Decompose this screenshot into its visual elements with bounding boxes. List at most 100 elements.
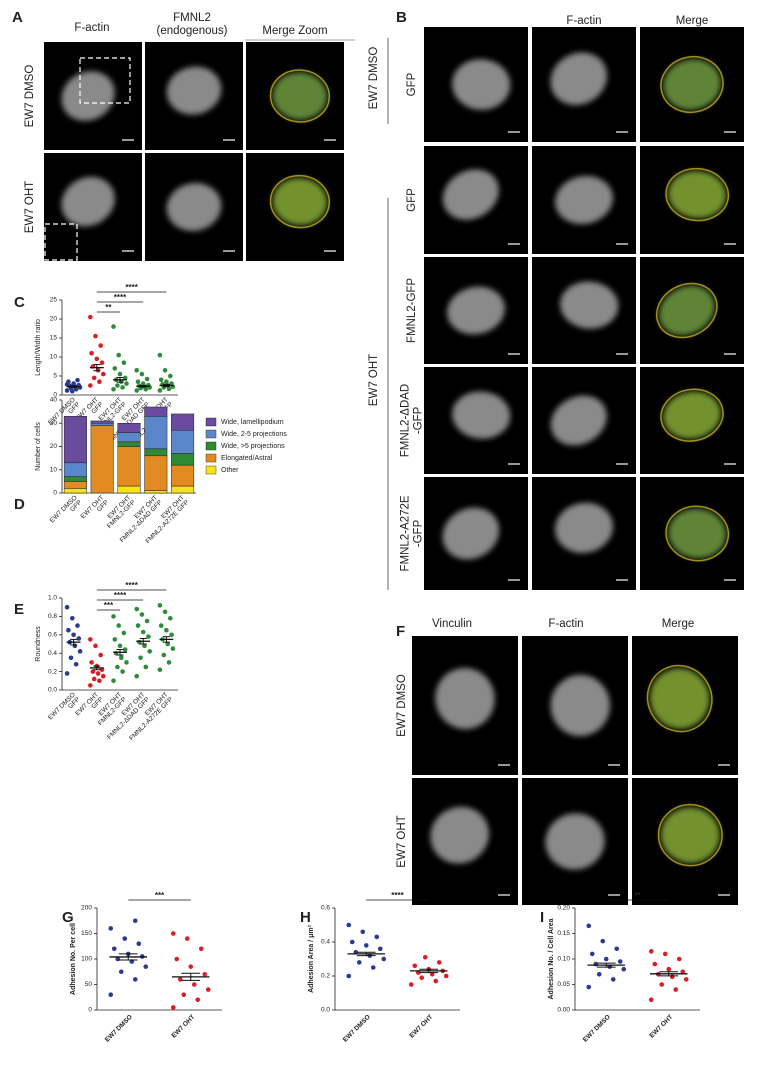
zoom-box — [44, 223, 78, 261]
bar-segment — [171, 485, 195, 494]
data-point — [443, 973, 449, 979]
data-point — [136, 941, 142, 946]
panel-letter: A — [12, 9, 23, 26]
row-label: -GFP — [413, 519, 425, 547]
bar-segment — [117, 485, 141, 494]
data-point — [143, 664, 149, 670]
data-point — [98, 652, 103, 658]
y-tick-label: 0.6 — [48, 632, 57, 639]
row-label: FMNL2-GFP — [406, 278, 418, 344]
data-point — [436, 960, 442, 965]
data-point — [166, 660, 172, 665]
data-point — [614, 946, 620, 952]
row-label: EW7 DMSO — [396, 674, 408, 737]
bar-segment — [144, 490, 168, 494]
significance-label: ** — [634, 891, 641, 900]
data-point — [76, 636, 82, 641]
y-tick-label: 0.4 — [48, 650, 57, 657]
data-point — [71, 381, 76, 386]
cell-shape — [550, 52, 608, 105]
y-tick-label: 0 — [88, 1007, 92, 1014]
legend-swatch — [205, 465, 217, 475]
data-point — [683, 977, 689, 982]
data-point — [360, 929, 366, 935]
data-point — [91, 676, 97, 682]
data-point — [158, 377, 164, 383]
y-axis-label: Adhesion No. Per cell — [70, 923, 77, 995]
significance-label: **** — [114, 591, 127, 600]
column-header: Merge — [676, 15, 709, 27]
row-label: GFP — [406, 72, 418, 96]
data-point — [184, 936, 190, 941]
data-point — [108, 992, 114, 997]
x-tick-label: EW7 DMSO — [582, 1014, 612, 1044]
panel-letter: G — [62, 909, 74, 926]
bar-segment — [63, 416, 87, 464]
data-point — [122, 936, 128, 941]
data-point — [169, 381, 174, 386]
cell-shape — [442, 507, 500, 560]
x-tick-label: EW7 OHT — [170, 1014, 196, 1040]
data-point — [89, 350, 94, 356]
y-tick-label: 0.8 — [48, 613, 57, 620]
data-point — [70, 388, 75, 394]
x-tick-label: EW7 DMSO — [104, 1014, 134, 1044]
cell-shape — [555, 502, 613, 553]
data-point — [157, 603, 163, 608]
y-axis-label: Adhesion Area / μm² — [308, 924, 315, 992]
data-point — [111, 324, 116, 329]
y-axis-label: Roundness — [35, 626, 42, 662]
y-tick-label: 0.2 — [321, 973, 330, 980]
cell-shape — [166, 66, 222, 115]
data-point — [429, 972, 435, 977]
data-point — [377, 946, 383, 952]
bar-segment — [144, 406, 168, 417]
data-point — [205, 987, 211, 992]
bar-segment — [117, 441, 141, 447]
panel-letter: I — [540, 909, 544, 926]
cell-edge — [660, 55, 724, 114]
cell-edge — [657, 803, 723, 867]
data-point — [164, 379, 169, 385]
bar-segment — [63, 476, 87, 482]
data-point — [64, 388, 70, 393]
cell-shape — [668, 170, 727, 219]
data-point — [118, 969, 124, 975]
data-point — [75, 377, 80, 383]
column-header: Merge — [662, 618, 695, 630]
data-point — [165, 641, 170, 647]
data-point — [94, 356, 100, 362]
bar-segment — [144, 448, 168, 457]
row-label: GFP — [406, 188, 418, 212]
legend-swatch — [205, 453, 217, 463]
data-point — [88, 683, 93, 688]
legend-swatch — [205, 429, 217, 439]
y-tick-label: 200 — [81, 905, 92, 912]
significance-label: **** — [114, 293, 127, 302]
data-point — [202, 972, 208, 977]
bar-segment — [117, 432, 141, 443]
data-point — [143, 964, 149, 969]
y-tick-label: 15 — [50, 335, 58, 342]
data-point — [134, 388, 140, 393]
legend-swatch — [205, 417, 217, 427]
data-point — [198, 946, 204, 952]
y-axis-label: Number of cells — [35, 422, 42, 471]
data-point — [181, 992, 187, 997]
data-point — [88, 637, 93, 642]
data-point — [121, 360, 127, 366]
data-point — [669, 974, 675, 980]
legend-label: Elongated/Astral — [221, 455, 273, 462]
data-point — [177, 977, 183, 982]
data-point — [118, 655, 124, 661]
cell-edge — [646, 664, 713, 733]
x-tick-label: EW7 OHT — [648, 1014, 674, 1040]
data-point — [139, 371, 145, 377]
data-point — [188, 964, 194, 969]
y-tick-label: 0 — [53, 490, 57, 497]
cell-shape — [452, 391, 511, 439]
data-point — [144, 618, 150, 624]
data-point — [140, 629, 146, 635]
cell-shape — [272, 72, 328, 120]
significance-label: *** — [155, 891, 165, 900]
